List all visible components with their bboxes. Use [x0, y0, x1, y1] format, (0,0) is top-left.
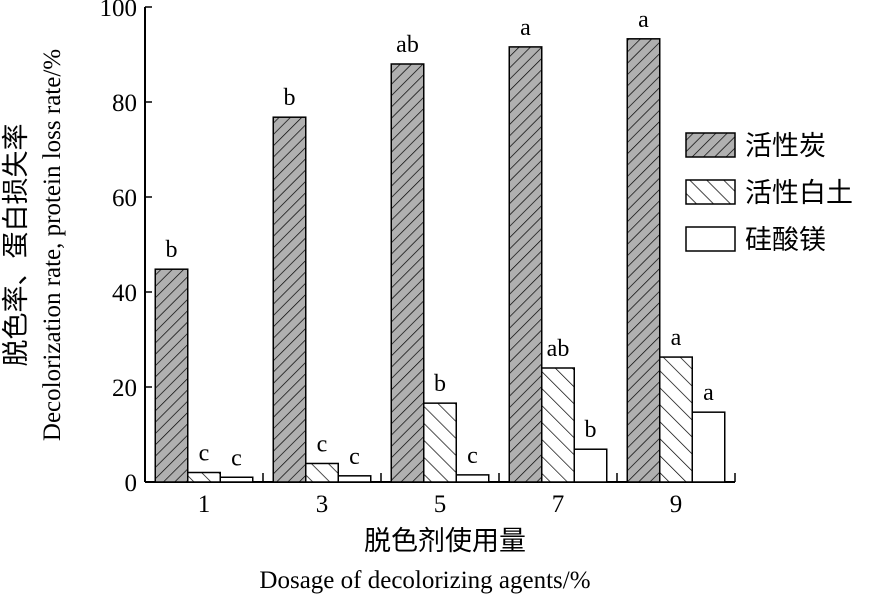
- bar-2-3: [305, 462, 339, 483]
- bar-significance-label: c: [467, 443, 478, 469]
- y-axis-label: 脱色率、蛋白损失率: [1, 124, 31, 367]
- bar-2-5: [423, 402, 457, 483]
- bar-significance-label: a: [671, 325, 682, 351]
- bar-significance-label: b: [434, 371, 446, 397]
- bar-1-1: [154, 268, 189, 483]
- bar-significance-label: b: [166, 237, 178, 263]
- x-tick-label: 3: [316, 491, 329, 518]
- y-tick-label: 80: [112, 90, 137, 117]
- bar-significance-label: c: [231, 445, 242, 471]
- bar-significance-label: b: [284, 85, 296, 111]
- bar-2-1: [187, 471, 221, 483]
- bar-2-7: [541, 367, 575, 483]
- legend-swatch: [685, 132, 736, 158]
- x-tick-label: 9: [670, 491, 683, 518]
- bar-significance-label: ab: [547, 336, 570, 362]
- bar-significance-label: a: [638, 7, 649, 33]
- bar-2-9: [659, 356, 693, 483]
- bar-significance-label: a: [520, 15, 531, 41]
- legend-label: 活性炭: [745, 131, 826, 161]
- y-tick-label: 40: [112, 280, 137, 307]
- bar-1-7: [508, 46, 543, 483]
- y-tick-label: 0: [125, 470, 138, 497]
- bar-3-9: [691, 411, 726, 483]
- legend-swatch: [685, 226, 736, 252]
- bar-3-5: [455, 474, 490, 483]
- bar-1-5: [390, 63, 425, 483]
- bar-significance-label: a: [703, 380, 714, 406]
- y-tick-label: 20: [112, 375, 137, 402]
- y-tick-label: 100: [100, 0, 138, 22]
- x-axis-label: 脱色剂使用量: [364, 526, 526, 556]
- bar-1-9: [626, 38, 661, 483]
- x-tick-label: 7: [552, 491, 565, 518]
- bar-significance-label: ab: [396, 32, 419, 58]
- legend-swatch: [685, 179, 736, 205]
- bar-significance-label: c: [349, 444, 360, 470]
- bar-significance-label: c: [317, 431, 328, 457]
- bar-significance-label: c: [199, 441, 210, 467]
- bar-3-3: [337, 475, 372, 483]
- bar-3-1: [219, 476, 254, 483]
- bar-3-7: [573, 448, 608, 483]
- x-tick-label: 1: [198, 491, 211, 518]
- legend-label: 硅酸镁: [745, 225, 826, 255]
- y-tick-label: 60: [112, 185, 137, 212]
- x-tick-label: 5: [434, 491, 447, 518]
- legend-label: 活性白土: [745, 178, 853, 208]
- y-axis-label-en: Decolorization rate, protein loss rate/%: [39, 49, 66, 441]
- x-axis-label-en: Dosage of decolorizing agents/%: [259, 567, 590, 594]
- bar-significance-label: b: [585, 417, 597, 443]
- bar-1-3: [272, 116, 307, 483]
